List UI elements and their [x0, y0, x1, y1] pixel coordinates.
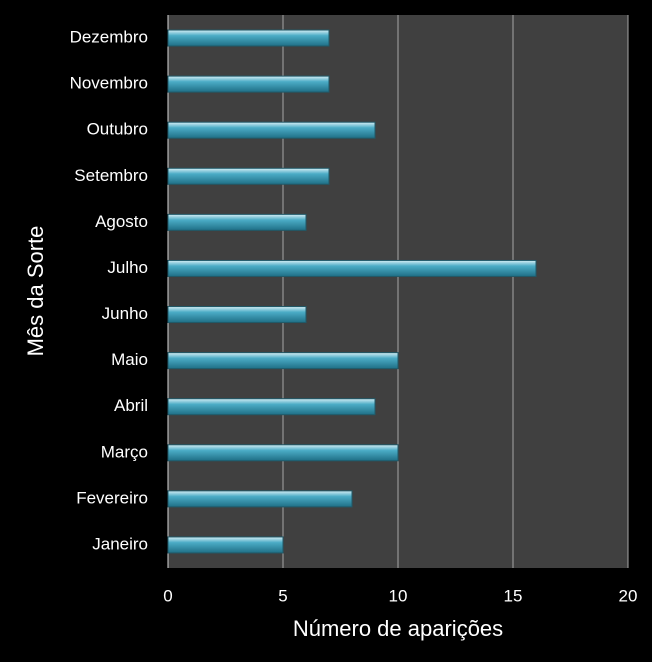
y-tick-label: Outubro	[87, 120, 148, 139]
x-tick-label: 15	[504, 586, 523, 605]
bar	[167, 398, 376, 416]
bar	[167, 490, 353, 508]
x-tick-label: 0	[163, 586, 172, 605]
bar	[167, 167, 330, 185]
x-tick-label: 5	[278, 586, 287, 605]
y-tick-label: Setembro	[74, 166, 148, 185]
y-tick-label: Dezembro	[70, 28, 148, 47]
y-tick-label: Março	[101, 442, 148, 461]
bar	[167, 121, 376, 139]
y-tick-label: Maio	[111, 350, 148, 369]
y-tick-label: Julho	[107, 258, 148, 277]
bar	[167, 75, 330, 93]
bar	[167, 536, 284, 554]
bar	[167, 29, 330, 47]
bar	[167, 444, 399, 462]
bar	[167, 306, 307, 324]
y-tick-label: Fevereiro	[76, 488, 148, 507]
y-axis-title: Mês da Sorte	[23, 226, 48, 357]
y-tick-label: Junho	[102, 304, 148, 323]
y-tick-label: Janeiro	[92, 534, 148, 553]
y-tick-label: Agosto	[95, 212, 148, 231]
x-axis-title: Número de aparições	[293, 616, 503, 641]
y-tick-label: Abril	[114, 396, 148, 415]
bar	[167, 352, 399, 370]
bar	[167, 259, 537, 277]
x-tick-label: 10	[389, 586, 408, 605]
y-tick-label: Novembro	[70, 74, 148, 93]
x-tick-label: 20	[619, 586, 638, 605]
bar	[167, 213, 307, 231]
